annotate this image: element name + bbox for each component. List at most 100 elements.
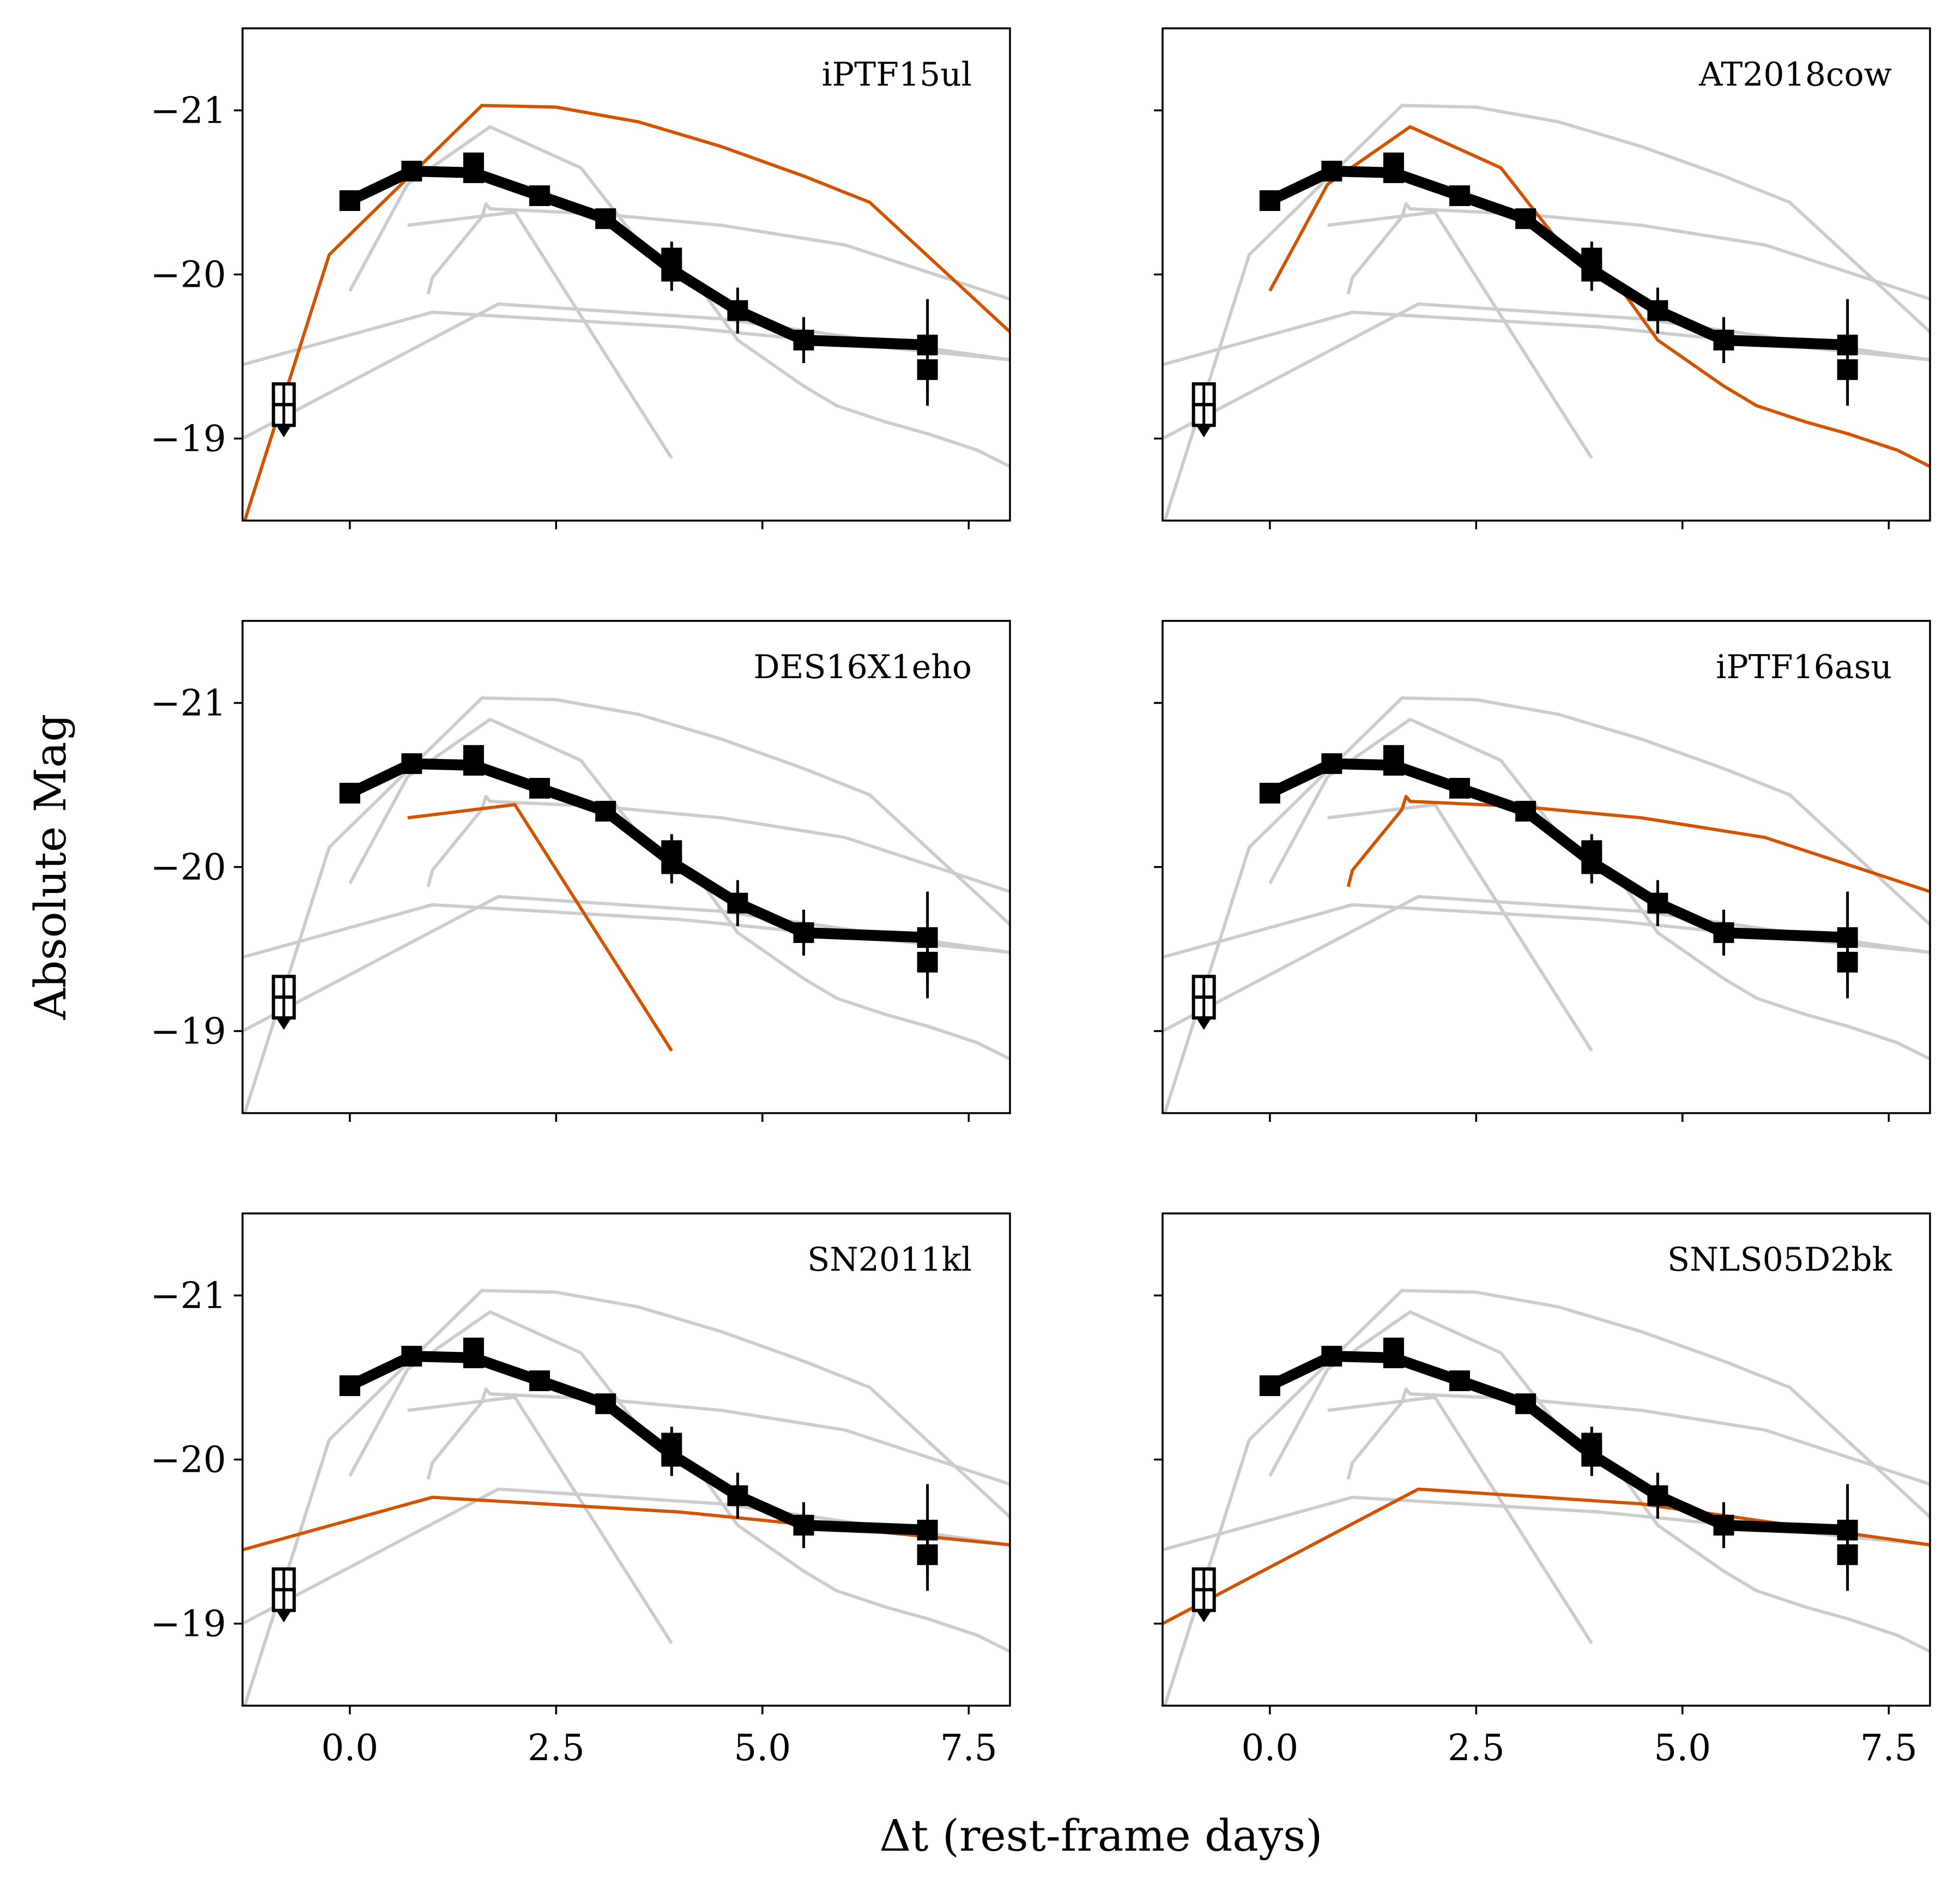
data-point bbox=[1515, 801, 1536, 822]
y-tick-label: −21 bbox=[150, 682, 226, 724]
highlight-line-iPTF16asu bbox=[1346, 795, 1930, 893]
data-point bbox=[1515, 208, 1536, 229]
panel-label: DES16X1eho bbox=[753, 648, 972, 686]
data-point bbox=[1713, 922, 1734, 943]
data-point bbox=[1581, 1446, 1602, 1467]
reference-lines bbox=[243, 1289, 1010, 1706]
axes-frame bbox=[241, 1212, 1011, 1707]
reference-line-DES16X1eho bbox=[1327, 803, 1593, 1052]
panel-5: 0.0 2.5 5.0 7.5 SNLS05D2bk bbox=[1154, 1212, 1931, 1769]
observed-series bbox=[271, 1337, 938, 1623]
observed-series bbox=[1191, 1337, 1858, 1623]
panel-label: iPTF16asu bbox=[1716, 648, 1892, 686]
reference-line-iPTF15ul bbox=[1163, 1289, 1930, 1706]
data-point bbox=[1383, 754, 1404, 776]
data-point bbox=[1837, 1544, 1858, 1566]
axis-ticks bbox=[1154, 702, 1890, 1122]
panel-label: AT2018cow bbox=[1698, 56, 1892, 94]
x-tick-label: 2.5 bbox=[1448, 1727, 1505, 1769]
panel-0: −21 −20 −19 iPTF15ul bbox=[150, 27, 1011, 529]
x-tick-label: 0.0 bbox=[321, 1727, 378, 1769]
x-tick-label: 7.5 bbox=[1860, 1727, 1917, 1769]
y-tick-label: −21 bbox=[150, 1275, 226, 1317]
data-point bbox=[1713, 329, 1734, 351]
data-point bbox=[917, 359, 938, 380]
data-point bbox=[339, 190, 360, 212]
data-point bbox=[793, 922, 814, 943]
data-point bbox=[1581, 261, 1602, 282]
data-point bbox=[463, 1347, 484, 1368]
data-point bbox=[1515, 1393, 1536, 1415]
data-point bbox=[793, 329, 814, 351]
y-tick-label: −19 bbox=[150, 1011, 226, 1053]
y-axis-title: Absolute Mag bbox=[25, 714, 76, 1020]
axes-frame bbox=[1162, 27, 1931, 522]
upper-limit-arrow bbox=[1196, 1018, 1212, 1030]
x-tick-label: 5.0 bbox=[734, 1727, 791, 1769]
reference-line-AT2018cow bbox=[1268, 717, 1930, 1061]
data-point bbox=[1383, 1347, 1404, 1368]
reference-line-iPTF15ul bbox=[1163, 696, 1930, 1113]
x-tick-label: 2.5 bbox=[528, 1727, 585, 1769]
highlight-line bbox=[407, 803, 673, 1052]
data-point bbox=[1837, 359, 1858, 380]
data-point bbox=[529, 1370, 551, 1392]
data-point bbox=[529, 778, 551, 799]
observed-series bbox=[1191, 745, 1858, 1030]
x-tick-label: 7.5 bbox=[940, 1727, 997, 1769]
data-point bbox=[1321, 1345, 1342, 1367]
reference-line-AT2018cow bbox=[1268, 1310, 1930, 1653]
axis-ticks: 0.0 2.5 5.0 7.5 bbox=[1154, 1294, 1917, 1769]
data-point bbox=[1647, 300, 1668, 321]
data-point bbox=[463, 162, 484, 183]
data-point bbox=[595, 208, 616, 229]
axis-ticks: −21 −20 −19 bbox=[150, 90, 970, 529]
reference-line-iPTF16asu bbox=[426, 202, 1010, 301]
data-point bbox=[1713, 1514, 1734, 1536]
data-point bbox=[727, 1485, 748, 1506]
reference-line-DES16X1eho bbox=[407, 1395, 673, 1645]
reference-line-DES16X1eho bbox=[1327, 210, 1593, 460]
y-tick-label: −20 bbox=[150, 1439, 226, 1481]
upper-limit-arrow bbox=[1196, 425, 1212, 438]
data-point bbox=[1259, 1375, 1280, 1397]
axes-frame bbox=[1162, 620, 1931, 1114]
data-point bbox=[1321, 753, 1342, 774]
upper-limit-arrow bbox=[276, 1610, 292, 1623]
panel-4: 0.0 2.5 5.0 7.5 −21 −20 −19 SN2011kl bbox=[150, 1212, 1011, 1769]
y-tick-label: −19 bbox=[150, 418, 226, 460]
data-point bbox=[661, 1446, 682, 1467]
data-point bbox=[917, 952, 938, 973]
data-point bbox=[917, 1544, 938, 1566]
data-point bbox=[595, 1393, 616, 1415]
data-point bbox=[463, 754, 484, 776]
data-point bbox=[793, 1514, 814, 1536]
data-point bbox=[727, 892, 748, 914]
data-point bbox=[401, 753, 422, 774]
data-point bbox=[1837, 952, 1858, 973]
data-point bbox=[401, 1345, 422, 1367]
data-point bbox=[339, 1375, 360, 1397]
data-point bbox=[1259, 190, 1280, 212]
data-point bbox=[1449, 1370, 1471, 1392]
highlight-line-iPTF15ul bbox=[243, 104, 1010, 521]
panel-label: SN2011kl bbox=[807, 1241, 972, 1279]
reference-line-AT2018cow bbox=[348, 125, 1010, 468]
reference-line-AT2018cow bbox=[348, 1310, 1010, 1653]
data-point bbox=[401, 160, 422, 182]
data-point bbox=[727, 300, 748, 321]
panel-label: iPTF15ul bbox=[822, 56, 972, 94]
y-tick-label: −20 bbox=[150, 847, 226, 889]
data-point bbox=[661, 261, 682, 282]
data-point bbox=[1449, 185, 1471, 207]
panel-3: iPTF16asu bbox=[1154, 620, 1931, 1122]
reference-line-iPTF15ul bbox=[243, 1289, 1010, 1706]
x-axis-title: Δt (rest-frame days) bbox=[880, 1810, 1323, 1861]
data-point bbox=[529, 185, 551, 207]
upper-limit-arrow bbox=[276, 1018, 292, 1030]
reference-line-AT2018cow bbox=[348, 717, 1010, 1061]
highlight-line bbox=[1268, 125, 1930, 468]
panel-2: −21 −20 −19 DES16X1eho bbox=[150, 620, 1011, 1122]
